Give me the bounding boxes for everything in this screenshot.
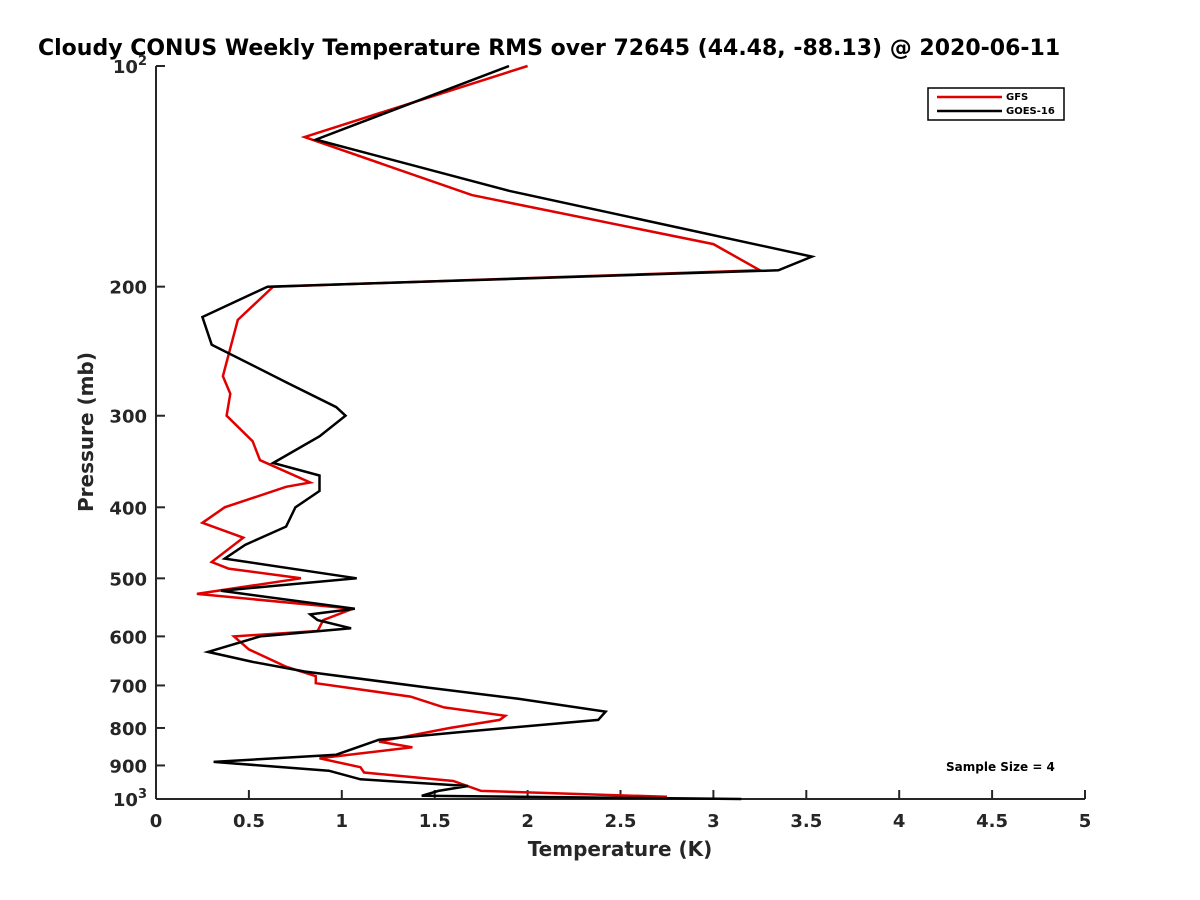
series-line-goes16: [200, 64, 817, 801]
x-tick-label: 0.5: [233, 811, 265, 832]
y-tick-exponent: 3: [138, 787, 147, 802]
series-layer: [196, 64, 817, 801]
y-tick-label: 600: [109, 627, 147, 648]
x-ticks: 0 0.5 1 1.5 2 2.5 3 3.5 4 4.5 5: [150, 790, 1092, 832]
y-tick-base: 700: [109, 676, 147, 697]
y-tick-label: 500: [109, 569, 147, 590]
y-tick-base: 800: [109, 719, 147, 740]
x-tick-label: 1.5: [419, 811, 451, 832]
plot-area: 0 0.5 1 1.5 2 2.5 3 3.5 4 4.5 5 102200300400500600…: [109, 54, 1091, 832]
sample-size-annotation: Sample Size = 4: [946, 760, 1055, 774]
y-tick-label: 900: [109, 756, 147, 777]
y-axis-label: Pressure (mb): [74, 352, 98, 512]
y-tick-exponent: 2: [138, 54, 147, 69]
x-tick-label: 4.5: [976, 811, 1008, 832]
x-tick-label: 0: [150, 811, 163, 832]
x-axis-label: Temperature (K): [528, 837, 713, 861]
y-tick-base: 200: [109, 278, 147, 299]
y-tick-base: 400: [109, 498, 147, 519]
y-tick-base: 600: [109, 627, 147, 648]
y-tick-label: 103: [113, 787, 147, 811]
y-tick-base: 10: [113, 790, 138, 811]
legend-label-gfs: GFS: [1006, 92, 1028, 103]
y-tick-label: 300: [109, 407, 147, 428]
x-tick-label: 4: [893, 811, 906, 832]
x-tick-label: 1: [336, 811, 349, 832]
legend: GFS GOES-16: [927, 87, 1065, 121]
y-tick-base: 10: [113, 57, 138, 78]
y-tick-base: 300: [109, 407, 147, 428]
x-tick-label: 3: [707, 811, 720, 832]
y-tick-base: 500: [109, 569, 147, 590]
y-tick-label: 800: [109, 719, 147, 740]
x-tick-label: 5: [1079, 811, 1092, 832]
y-tick-label: 400: [109, 498, 147, 519]
legend-label-goes16: GOES-16: [1006, 106, 1055, 117]
x-tick-label: 3.5: [790, 811, 822, 832]
y-tick-label: 102: [113, 54, 147, 78]
x-tick-label: 2: [521, 811, 534, 832]
chart-title: Cloudy CONUS Weekly Temperature RMS over…: [38, 36, 1060, 61]
plot-frame: [156, 66, 1085, 799]
y-tick-base: 900: [109, 756, 147, 777]
y-tick-label: 700: [109, 676, 147, 697]
series-line-gfs: [196, 64, 765, 799]
x-tick-label: 2.5: [605, 811, 637, 832]
y-tick-label: 200: [109, 278, 147, 299]
legend-box: [927, 87, 1065, 121]
